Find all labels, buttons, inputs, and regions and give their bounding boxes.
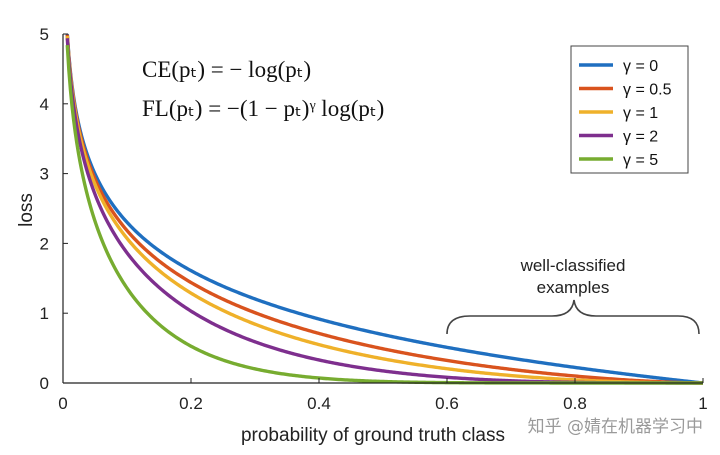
watermark: 知乎 @婧在机器学习中 [528, 417, 703, 437]
y-tick-label: 5 [40, 25, 49, 44]
curly-brace [446, 299, 700, 335]
x-tick-label: 0.6 [435, 394, 459, 413]
series-line-gamma-0-5 [65, 34, 704, 385]
y-tick-label: 4 [40, 95, 49, 114]
y-tick-label: 2 [40, 234, 49, 253]
legend: γ = 0 γ = 0.5 γ = 1 γ = 2 γ = 5 [570, 45, 689, 174]
legend-label: γ = 0 [623, 58, 658, 75]
y-axis-label: loss [16, 193, 37, 227]
formula-ce: CE(pₜ) = − log(pₜ) [142, 57, 311, 82]
legend-label: γ = 1 [623, 105, 658, 122]
annotation-line-2: examples [537, 278, 610, 297]
formula-fl: FL(pₜ) = −(1 − pₜ)ᵞ log(pₜ) [142, 96, 384, 121]
annotation-line-1: well-classified [520, 256, 626, 275]
x-axis-label: probability of ground truth class [241, 425, 505, 446]
x-tick-label: 0 [58, 394, 67, 413]
x-tick-label: 1 [698, 394, 707, 413]
series-line-gamma-0 [65, 33, 704, 385]
legend-label: γ = 0.5 [623, 82, 672, 99]
y-tick-label: 1 [40, 304, 49, 323]
x-tick-label: 0.8 [563, 394, 587, 413]
series-line-gamma-1 [65, 35, 704, 385]
y-tick-label: 0 [40, 374, 49, 393]
y-tick-label: 3 [40, 165, 49, 184]
well-classified-annotation: well-classified examples [446, 256, 700, 335]
legend-label: γ = 2 [623, 129, 658, 146]
x-tick-label: 0.2 [179, 394, 203, 413]
legend-box [570, 45, 689, 174]
legend-label: γ = 5 [623, 152, 658, 169]
x-tick-label: 0.4 [307, 394, 331, 413]
